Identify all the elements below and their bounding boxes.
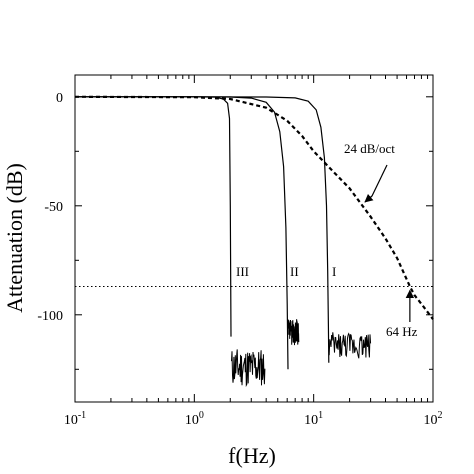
slope-arrow <box>364 164 388 203</box>
y-axis-title: Attenuation (dB) <box>2 163 27 313</box>
series-label-i: I <box>332 264 336 279</box>
y-tick-label: -50 <box>44 200 63 215</box>
noise-floor <box>287 319 300 346</box>
x-tick-label: 102 <box>424 410 443 428</box>
x-tick-label: 100 <box>185 410 204 428</box>
y-tick-labels: 0 -50 -100 <box>37 91 63 324</box>
x-tick-label: 101 <box>304 410 323 428</box>
series-line-i <box>75 96 330 363</box>
series-line-24-db-oct <box>74 95 434 320</box>
x-axis-title: f(Hz) <box>228 443 276 468</box>
y-tick-label: -100 <box>37 309 63 324</box>
y-tick-label: 0 <box>56 91 63 106</box>
series-labels: I II III 24 dB/oct 64 Hz <box>236 141 418 339</box>
slope-annotation-label: 24 dB/oct <box>344 141 395 156</box>
annotation-arrows <box>364 164 415 322</box>
plot-frame <box>74 74 434 403</box>
cutoff-annotation-label: 64 Hz <box>386 324 418 339</box>
curves-layer <box>74 95 434 370</box>
series-label-iii: III <box>236 264 249 279</box>
series-line-ii <box>75 96 289 370</box>
series-line-iii <box>75 96 232 337</box>
noise-floor <box>231 349 266 388</box>
noise-floor-layer <box>231 319 372 388</box>
x-tick-label: 10-1 <box>64 410 86 428</box>
ticks-layer <box>74 75 434 402</box>
noise-floor <box>328 332 372 359</box>
series-label-ii: II <box>290 264 299 279</box>
x-tick-labels: 10-1 100 101 102 <box>64 410 443 428</box>
